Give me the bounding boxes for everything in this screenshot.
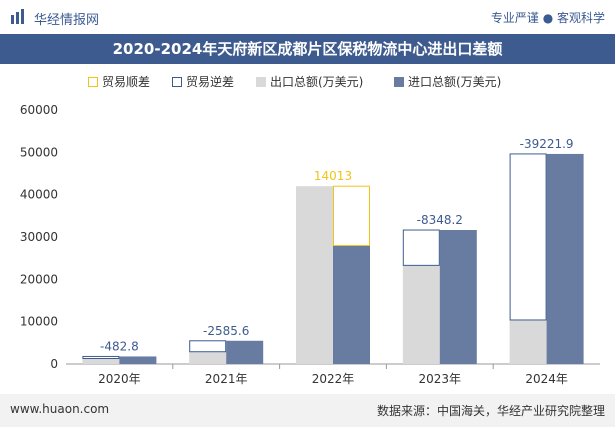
y-tick-label: 0 — [50, 357, 58, 371]
export-bar — [402, 265, 440, 364]
balance-data-label: -482.8 — [100, 339, 139, 353]
legend-label-deficit: 贸易逆差 — [186, 75, 235, 89]
chart-title: 2020-2024年天府新区成都片区保税物流中心进出口差额 — [112, 40, 503, 58]
footer-source: 数据来源：中国海关，华经产业研究院整理 — [376, 404, 605, 418]
import-bar — [333, 245, 370, 364]
export-bar — [82, 358, 120, 364]
balance-data-label: -2585.6 — [203, 324, 249, 338]
legend-swatch-deficit — [172, 77, 182, 87]
deficit-box — [509, 153, 547, 321]
balance-data-label: 14013 — [314, 169, 352, 183]
balance-data-label: -39221.9 — [520, 137, 574, 151]
legend-swatch-export — [256, 77, 266, 87]
deficit-box — [82, 355, 120, 359]
top-bar: 华经情报网 专业严谨 ● 客观科学 — [0, 0, 615, 34]
chart-legend: 贸易顺差 贸易逆差 出口总额(万美元) 进口总额(万美元) — [0, 72, 615, 92]
deficit-box — [189, 340, 227, 353]
legend-label-surplus: 贸易顺差 — [102, 75, 151, 89]
balance-data-label: -8348.2 — [417, 213, 463, 227]
brand-tagline: 专业严谨 ● 客观科学 — [490, 11, 605, 25]
footer-bar: www.huaon.com 数据来源：中国海关，华经产业研究院整理 — [0, 394, 615, 427]
import-bar — [119, 356, 157, 364]
bar-chart: 0 10000 20000 30000 40000 50000 60000 -482.8 202… — [20, 103, 600, 386]
y-tick-label: 20000 — [20, 272, 58, 286]
x-tick-label: 2021年 — [205, 372, 248, 386]
import-bar — [546, 153, 584, 364]
y-tick-label: 60000 — [20, 103, 58, 117]
surplus-box — [333, 185, 370, 247]
y-tick-label: 40000 — [20, 188, 58, 202]
export-bar — [189, 351, 227, 364]
import-bar — [226, 340, 264, 364]
footer-website: www.huaon.com — [10, 402, 110, 416]
legend-label-export: 出口总额(万美元) — [270, 75, 364, 89]
deficit-box — [402, 229, 440, 266]
export-bar — [296, 186, 333, 364]
x-tick-label: 2020年 — [98, 372, 141, 386]
legend-swatch-surplus — [88, 77, 98, 87]
x-tick-label: 2024年 — [525, 372, 568, 386]
y-tick-label: 10000 — [20, 315, 58, 329]
export-bar — [509, 319, 547, 364]
legend-label-import: 进口总额(万美元) — [408, 75, 502, 89]
huajing-logo-icon — [11, 9, 24, 24]
y-tick-label: 50000 — [20, 145, 58, 159]
title-bar: 2020-2024年天府新区成都片区保税物流中心进出口差额 — [0, 34, 615, 64]
brand-name: 华经情报网 — [34, 13, 100, 28]
x-tick-label: 2023年 — [419, 372, 462, 386]
import-bar — [439, 230, 477, 364]
x-tick-label: 2022年 — [312, 372, 355, 386]
y-tick-label: 30000 — [20, 230, 58, 244]
legend-swatch-import — [394, 77, 404, 87]
